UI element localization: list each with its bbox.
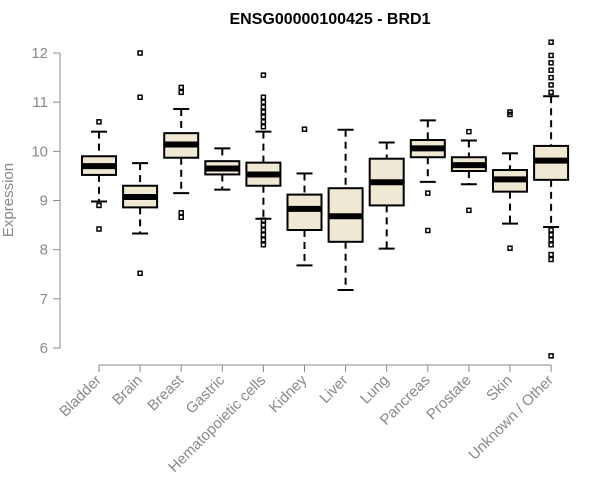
- box-pancreas: [409, 119, 446, 234]
- outlier-point: [96, 119, 102, 125]
- box-hematopoietic-cells: [245, 72, 282, 248]
- y-tick-label: 6: [40, 340, 48, 357]
- chart-title: ENSG00000100425 - BRD1: [229, 11, 430, 28]
- outlier-point: [260, 237, 267, 243]
- outlier-point: [466, 207, 472, 214]
- outlier-point: [548, 251, 554, 258]
- outlier-point: [260, 72, 267, 78]
- y-axis-title: Expression: [0, 163, 17, 237]
- outlier-point: [137, 94, 143, 100]
- outlier-point: [137, 50, 143, 56]
- outlier-point: [96, 226, 102, 232]
- box-skin: [492, 109, 528, 251]
- outlier-point: [548, 227, 554, 233]
- x-tick-label: Breast: [144, 371, 187, 414]
- x-tick-label: Brain: [109, 372, 146, 409]
- outlier-point: [260, 217, 267, 223]
- box-unknown-other: [533, 39, 570, 359]
- outlier-point: [178, 84, 184, 91]
- outlier-point: [260, 119, 267, 125]
- y-tick-label: 12: [31, 45, 48, 62]
- outlier-point: [548, 232, 554, 238]
- outlier-point: [425, 190, 431, 196]
- iqr-box: [286, 193, 323, 232]
- outlier-point: [507, 245, 513, 251]
- outlier-point: [260, 109, 267, 115]
- x-tick-label: Bladder: [56, 372, 105, 421]
- outlier-point: [260, 99, 267, 105]
- outlier-point: [548, 353, 554, 359]
- x-tick-label: Lung: [357, 372, 393, 408]
- box-kidney: [286, 126, 323, 267]
- outlier-point: [548, 82, 554, 88]
- outlier-point: [260, 242, 267, 248]
- x-tick-label: Liver: [316, 372, 351, 407]
- box-brain: [122, 50, 159, 277]
- x-tick-label: Skin: [483, 372, 516, 405]
- box-prostate: [450, 128, 487, 214]
- outlier-point: [548, 39, 554, 45]
- box-lung: [368, 141, 405, 250]
- y-tick-label: 11: [32, 94, 48, 111]
- outlier-point: [548, 60, 554, 66]
- outlier-point: [548, 67, 554, 73]
- outlier-point: [260, 124, 267, 130]
- outlier-point: [425, 227, 431, 234]
- outlier-point: [548, 256, 554, 263]
- outlier-point: [260, 222, 267, 228]
- outlier-point: [96, 202, 102, 209]
- outlier-point: [137, 270, 143, 277]
- y-tick-label: 7: [40, 291, 48, 308]
- outlier-point: [178, 214, 184, 220]
- y-tick-label: 8: [40, 242, 48, 259]
- box-series: [81, 39, 570, 359]
- outlier-point: [260, 232, 267, 238]
- outlier-point: [548, 237, 554, 243]
- outlier-point: [507, 109, 513, 115]
- box-liver: [327, 128, 364, 291]
- outlier-point: [260, 94, 267, 100]
- outlier-point: [260, 227, 267, 233]
- outlier-point: [260, 104, 267, 110]
- y-axis: 6 7 8 9 10 11 12: [31, 45, 61, 357]
- box-breast: [163, 84, 200, 220]
- outlier-point: [178, 89, 184, 96]
- outlier-point: [548, 242, 554, 248]
- outlier-point: [548, 89, 554, 96]
- outlier-point: [260, 114, 267, 120]
- outlier-point: [548, 52, 554, 59]
- outlier-point: [466, 128, 472, 135]
- box-bladder: [81, 119, 117, 232]
- outlier-point: [548, 74, 554, 81]
- outlier-point: [178, 210, 184, 216]
- box-gastric: [204, 147, 241, 191]
- x-tick-label: Prostate: [423, 372, 475, 424]
- outlier-point: [301, 126, 308, 132]
- y-tick-label: 10: [31, 143, 48, 160]
- y-tick-label: 9: [40, 193, 48, 210]
- x-tick-label: Kidney: [266, 371, 311, 416]
